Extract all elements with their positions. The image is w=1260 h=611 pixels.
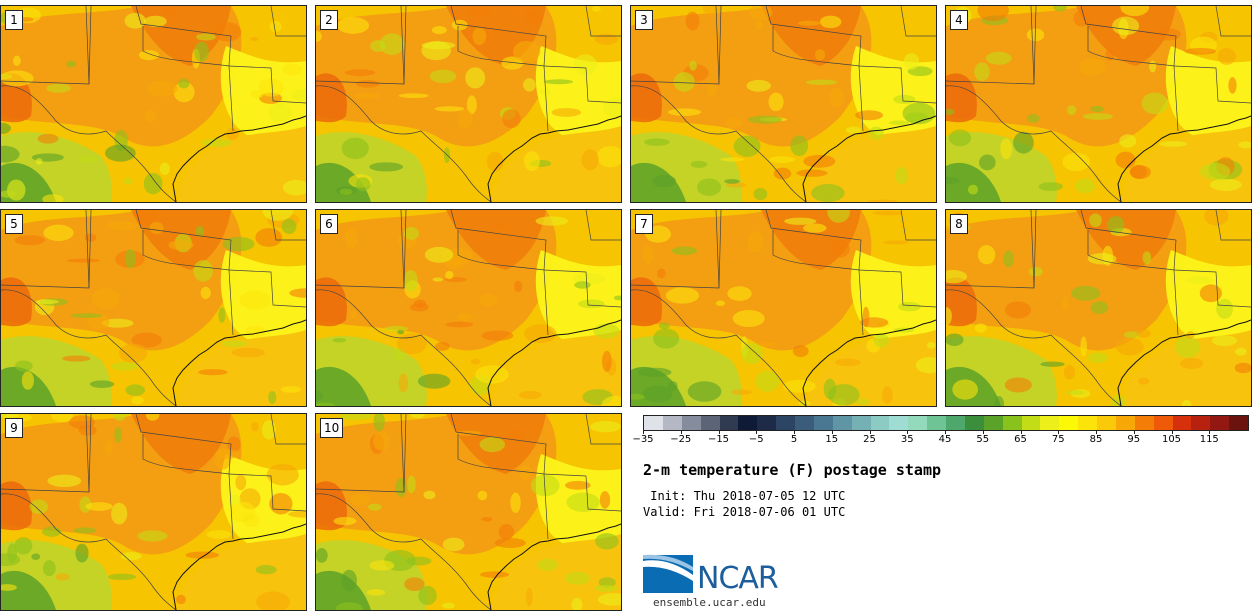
- colorbar-tick-label: 55: [976, 434, 990, 445]
- colorbar-segment: [1059, 416, 1079, 430]
- colorbar-tick-label: 15: [825, 434, 839, 445]
- colorbar-tick-label: 115: [1199, 434, 1219, 445]
- colorbar-tick-label: 35: [900, 434, 914, 445]
- colorbar-tick-label: 85: [1089, 434, 1103, 445]
- member-panel-9: 9: [0, 413, 307, 611]
- temperature-map: [316, 210, 621, 406]
- member-panel-10: 10: [315, 413, 622, 611]
- member-panel-7: 7: [630, 209, 937, 407]
- colorbar-segment: [1002, 416, 1022, 430]
- member-label: 9: [5, 418, 23, 438]
- member-label: 3: [635, 10, 653, 30]
- colorbar-tick-label: −15: [707, 434, 730, 445]
- temperature-map: [1, 210, 306, 406]
- member-label: 10: [320, 418, 344, 438]
- colorbar-tick-label: 75: [1051, 434, 1065, 445]
- colorbar-segment: [964, 416, 984, 430]
- colorbar-tick-label: 65: [1014, 434, 1027, 445]
- member-label: 6: [320, 214, 338, 234]
- colorbar-segment: [1134, 416, 1154, 430]
- temperature-map: [631, 210, 936, 406]
- colorbar-segment: [1097, 416, 1116, 430]
- colorbar-segment: [719, 416, 739, 430]
- member-panel-1: 1: [0, 5, 307, 203]
- colorbar-segment: [1153, 416, 1173, 430]
- colorbar-tick-labels: −35 −25 −15 −5 5 15 25 35 45 55 65 75 85 95 105 115: [632, 430, 1247, 452]
- colorbar-tick-label: −35: [632, 434, 654, 445]
- colorbar-segment: [795, 416, 814, 430]
- member-panel-8: 8: [945, 209, 1252, 407]
- colorbar-tick-label: −25: [670, 434, 692, 445]
- colorbar-segment: [644, 416, 663, 430]
- colorbar-tick-label: 45: [938, 434, 952, 445]
- colorbar-tick-label: 5: [790, 434, 798, 445]
- colorbar-segment: [832, 416, 852, 430]
- logo-wordmark: NCAR: [697, 561, 779, 596]
- colorbar-segment: [889, 416, 909, 430]
- product-title: 2-m temperature (F) postage stamp: [643, 461, 942, 479]
- member-label: 1: [5, 10, 23, 30]
- colorbar-segment: [1115, 416, 1135, 430]
- colorbar-segment: [946, 416, 965, 430]
- member-panel-6: 6: [315, 209, 622, 407]
- member-label: 4: [950, 10, 968, 30]
- member-label: 2: [320, 10, 338, 30]
- member-panel-5: 5: [0, 209, 307, 407]
- init-time: Init: Thu 2018-07-05 12 UTC: [643, 489, 846, 503]
- member-panel-2: 2: [315, 5, 622, 203]
- colorbar-tick-label: 105: [1161, 434, 1182, 445]
- colorbar-segment: [1021, 416, 1041, 430]
- colorbar-segment: [738, 416, 758, 430]
- temperature-map: [946, 210, 1251, 406]
- colorbar-segment: [1191, 416, 1211, 430]
- colorbar-segment: [1040, 416, 1060, 430]
- colorbar-segment: [662, 416, 682, 430]
- colorbar-segment: [1229, 416, 1248, 430]
- colorbar-segment: [1078, 416, 1097, 430]
- colorbar-segment: [1172, 416, 1192, 430]
- member-label: 8: [950, 214, 968, 234]
- temperature-map: [1, 6, 306, 202]
- ncar-logo-icon: [643, 554, 693, 593]
- colorbar-segment: [851, 416, 871, 430]
- colorbar-segment: [757, 416, 777, 430]
- colorbar-segment: [983, 416, 1003, 430]
- colorbar-segment: [681, 416, 701, 430]
- colorbar-segment: [870, 416, 890, 430]
- temperature-colorbar: [643, 415, 1249, 431]
- member-panel-3: 3: [630, 5, 937, 203]
- temperature-map: [316, 6, 621, 202]
- temperature-map: [316, 414, 621, 610]
- temperature-map: [631, 6, 936, 202]
- colorbar-segment: [813, 416, 833, 430]
- member-panel-4: 4: [945, 5, 1252, 203]
- site-url: ensemble.ucar.edu: [653, 596, 766, 609]
- temperature-map: [1, 414, 306, 610]
- colorbar-tick-label: −5: [748, 434, 764, 445]
- member-label: 7: [635, 214, 653, 234]
- colorbar-segment: [776, 416, 795, 430]
- colorbar-segment: [927, 416, 946, 430]
- temperature-map: [946, 6, 1251, 202]
- colorbar-segment: [1210, 416, 1230, 430]
- colorbar-segment: [700, 416, 720, 430]
- valid-time: Valid: Fri 2018-07-06 01 UTC: [643, 505, 846, 519]
- colorbar-tick-label: 95: [1127, 434, 1141, 445]
- colorbar-segment: [908, 416, 928, 430]
- member-label: 5: [5, 214, 23, 234]
- colorbar-tick-label: 25: [863, 434, 876, 445]
